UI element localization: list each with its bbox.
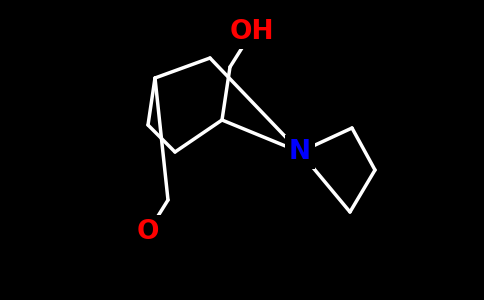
Text: O: O — [137, 219, 159, 245]
Text: N: N — [289, 139, 311, 165]
Text: OH: OH — [230, 19, 274, 45]
